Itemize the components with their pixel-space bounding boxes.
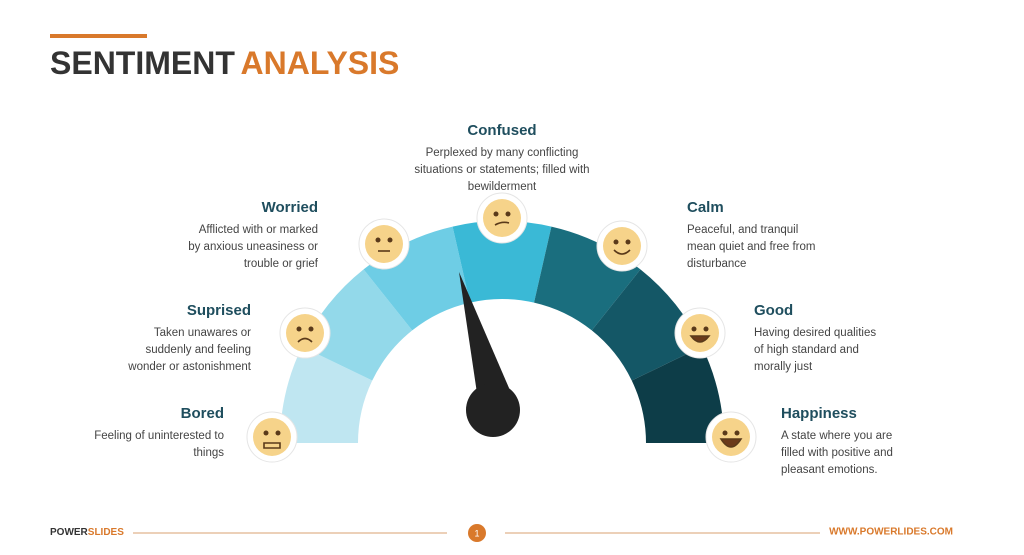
emoji-eye: [263, 430, 269, 436]
sentiment-name: Worried: [262, 199, 318, 216]
emoji-eye: [691, 326, 697, 332]
sentiment-description: trouble or grief: [244, 258, 319, 270]
emoji-mouth: [263, 442, 281, 449]
emoji-mouth: [613, 249, 631, 255]
sentiment-description: suddenly and feeling: [146, 344, 252, 356]
emoji-eye: [734, 430, 740, 436]
sentiment-description: disturbance: [687, 258, 746, 270]
emoji-face: [681, 314, 719, 352]
sentiment-description: of high standard and: [754, 344, 859, 356]
sentiment-description: A state where you are: [781, 430, 892, 442]
title-accent-bar: [50, 34, 147, 38]
emoji-face: [253, 418, 291, 456]
sentiment-description: wonder or astonishment: [127, 361, 252, 373]
emoji-mouth: [494, 221, 510, 226]
emoji-face: [483, 199, 521, 237]
emoji-eye: [722, 430, 728, 436]
labels: Bored Feeling of uninterested to things Sup…: [94, 122, 893, 476]
emoji-eye: [625, 239, 631, 245]
emoji-eye: [308, 326, 314, 332]
emoji-face: [286, 314, 324, 352]
brand-accent: SLIDES: [88, 527, 124, 538]
title-accent: ANALYSIS: [241, 45, 400, 81]
emoji-face: [603, 227, 641, 265]
sentiment-description: bewilderment: [468, 181, 537, 193]
emoji-icon: [476, 192, 528, 244]
emoji-eye: [275, 430, 281, 436]
sentiment-description: morally just: [754, 361, 813, 373]
emoji-icon: [674, 307, 726, 359]
emoji-eye: [493, 211, 499, 217]
sentiment-name: Suprised: [187, 302, 251, 319]
sentiment-name: Bored: [181, 405, 224, 422]
emoji-mouth: [689, 335, 711, 343]
gauge-segment: [452, 221, 552, 303]
emoji-icon: [705, 411, 757, 463]
page-badge: [468, 524, 486, 542]
sentiment-description: Feeling of uninterested to: [94, 430, 224, 442]
needle: [459, 272, 509, 400]
emoji-mouth: [297, 337, 313, 343]
title: SENTIMENT ANALYSIS: [50, 45, 399, 81]
emoji-icon: [279, 307, 331, 359]
title-dark: SENTIMENT: [50, 45, 235, 81]
emoji-face: [712, 418, 750, 456]
emoji-icon: [596, 220, 648, 272]
gauge-segment: [280, 346, 373, 443]
emoji-mouth: [719, 438, 743, 448]
sentiment-description: Taken unawares or: [154, 327, 251, 339]
footer-url: WWW.POWERLIDES.COM: [829, 527, 953, 538]
page-number: 1: [474, 528, 479, 538]
sentiment-description: by anxious uneasiness or: [188, 241, 318, 253]
sentiment-description: Perplexed by many conflicting: [426, 147, 579, 159]
gauge-segment: [591, 269, 703, 381]
sentiment-description: mean quiet and free from: [687, 241, 816, 253]
sentiment-name: Good: [754, 302, 793, 319]
needle-hub: [466, 383, 520, 437]
sentiment-description: situations or statements; filled with: [414, 164, 589, 176]
sentiment-description: filled with positive and: [781, 447, 893, 459]
sentiment-description: Having desired qualities: [754, 327, 876, 339]
emoji-icon: [246, 411, 298, 463]
emoji-eye: [296, 326, 302, 332]
emoji-eye: [375, 237, 381, 243]
emoji-eye: [613, 239, 619, 245]
emoji-eye: [387, 237, 393, 243]
emoji-icon: [358, 218, 410, 270]
sentiment-description: things: [193, 447, 224, 459]
footer-brand: POWERSLIDES: [50, 527, 124, 538]
sentiment-name: Happiness: [781, 405, 857, 422]
sentiment-description: pleasant emotions.: [781, 464, 878, 476]
brand-dark: POWER: [50, 527, 89, 538]
gauge: [246, 192, 757, 463]
sentiment-description: Afflicted with or marked: [199, 224, 318, 236]
emoji-eye: [703, 326, 709, 332]
sentiment-description: Peaceful, and tranquil: [687, 224, 798, 236]
gauge-segment: [301, 269, 413, 381]
emoji-eye: [505, 211, 511, 217]
sentiment-name: Confused: [467, 122, 536, 139]
sentiment-name: Calm: [687, 199, 724, 216]
gauge-segment: [631, 346, 724, 443]
emoji-face: [365, 225, 403, 263]
